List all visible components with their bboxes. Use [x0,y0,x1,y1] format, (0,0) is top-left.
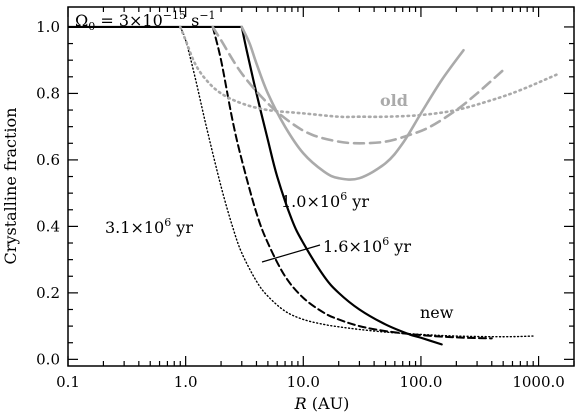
x-axis-title: R (AU) [294,394,350,413]
x-tick-label: 0.1 [56,373,80,391]
time-label-1-6e6-pointer [261,244,321,263]
series-new-dashed-line [211,25,493,340]
time-label-1-0e6: 1.0×106 yr [281,190,369,211]
x-tick-label: 1.0 [174,373,198,391]
ticks-layer: 0.1 1.0 10.0 100.0 1000.0 0.0 0.2 0.4 0.6 0.8 1.0 [36,7,575,391]
series-old-dotted-line [178,25,561,119]
plot-frame [67,6,575,367]
series-old-solid-line [240,25,465,181]
omega-annotation: Ω0 = 3×10−15 s−1 [75,9,216,33]
y-tick-label: 1.0 [36,18,60,36]
y-tick-label: 0.6 [36,151,60,169]
series-layer [68,25,561,346]
y-tick-label: 0.8 [36,84,60,102]
time-label-1-6e6: 1.6×106 yr [323,235,411,256]
series-new-solid-line [68,25,443,346]
series-old-dashed-line [211,25,505,145]
x-tick-label: 10.0 [287,373,320,391]
x-tick-label: 100.0 [399,373,442,391]
y-tick-label: 0.4 [36,217,60,235]
y-tick-label: 0.2 [36,284,60,302]
x-tick-label: 1000.0 [512,373,565,391]
new-label: new [420,303,454,322]
old-label: old [380,91,408,110]
series-new-dotted-line [179,26,534,338]
y-axis-title: Crystalline fraction [1,108,20,265]
time-label-3-1e6: 3.1×106 yr [105,216,193,237]
y-tick-label: 0.0 [36,350,60,368]
